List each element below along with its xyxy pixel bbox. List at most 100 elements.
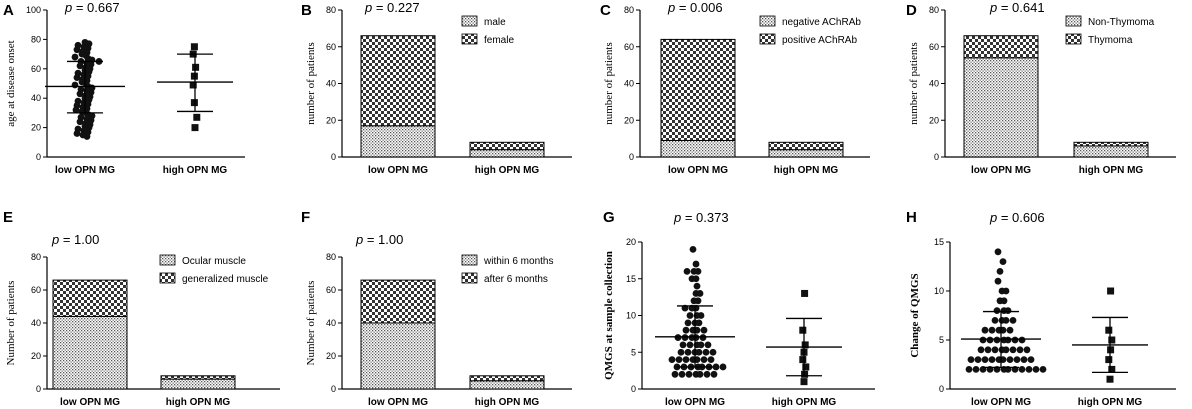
bar-generalized-muscle xyxy=(52,279,128,317)
data-point xyxy=(1006,356,1014,363)
bar-positive-achrab xyxy=(660,38,736,141)
data-point xyxy=(986,336,994,344)
legend-swatch xyxy=(759,15,776,27)
x-category-label: high OPN MG xyxy=(774,165,839,176)
y-tick-label: 0 xyxy=(331,384,336,394)
y-axis-label: age at disease onset xyxy=(5,40,17,126)
data-point xyxy=(679,341,687,349)
x-category-label: high OPN MG xyxy=(475,165,540,176)
y-tick-label: 10 xyxy=(934,286,944,296)
data-point xyxy=(1009,346,1017,354)
data-point xyxy=(696,370,704,378)
y-tick-label: 15 xyxy=(934,237,944,247)
y-axis-label: Number of patients xyxy=(5,281,17,366)
y-tick-label: 60 xyxy=(326,285,336,295)
y-tick-label: 5 xyxy=(631,347,636,357)
bar-ocular-muscle xyxy=(160,378,236,390)
y-tick-label: 0 xyxy=(934,152,939,162)
p-value-label: p = 0.006 xyxy=(667,0,723,15)
data-point xyxy=(977,346,985,354)
data-point xyxy=(76,62,84,70)
data-point xyxy=(686,341,694,349)
data-point xyxy=(1105,356,1113,364)
data-point xyxy=(189,81,197,89)
bar-ocular-muscle xyxy=(52,315,128,390)
y-tick-label: 0 xyxy=(629,152,634,162)
data-point xyxy=(988,326,996,334)
panel-letter: D xyxy=(906,2,917,19)
legend-swatch xyxy=(461,33,478,45)
p-symbol: p xyxy=(989,0,997,15)
p-symbol: p xyxy=(364,0,372,15)
p-value: = 0.373 xyxy=(681,210,728,225)
data-point xyxy=(996,268,1004,275)
data-point xyxy=(671,370,679,378)
data-point xyxy=(677,348,685,356)
y-tick-label: 80 xyxy=(929,5,939,15)
data-point xyxy=(693,282,701,290)
y-axis-label: Number of patients xyxy=(305,281,317,366)
p-value: = 0.667 xyxy=(72,0,119,15)
data-point xyxy=(700,356,708,363)
p-value: = 0.227 xyxy=(372,0,419,15)
panel-letter: C xyxy=(600,2,611,19)
y-tick-label: 100 xyxy=(26,5,41,15)
p-value: = 1.00 xyxy=(363,232,403,247)
data-point xyxy=(699,334,707,341)
x-category-label: low OPN MG xyxy=(368,165,428,176)
data-point xyxy=(692,275,700,283)
data-point xyxy=(1004,336,1012,344)
data-point xyxy=(678,370,686,378)
data-point xyxy=(981,326,989,334)
data-point xyxy=(1027,356,1035,363)
p-value-label: p = 0.606 xyxy=(989,210,1045,225)
y-tick-label: 80 xyxy=(624,5,634,15)
y-tick-label: 80 xyxy=(326,252,336,262)
data-point xyxy=(709,348,717,356)
y-tick-label: 60 xyxy=(929,42,939,52)
y-tick-label: 40 xyxy=(624,79,634,89)
data-point xyxy=(704,341,712,349)
y-tick-label: 0 xyxy=(36,152,41,162)
bar-negative-achrab xyxy=(660,139,736,158)
p-symbol: p xyxy=(989,210,997,225)
y-tick-label: 20 xyxy=(31,351,41,361)
x-category-label: low OPN MG xyxy=(368,397,428,408)
y-tick-label: 10 xyxy=(626,311,636,321)
legend-label: Thymoma xyxy=(1088,35,1133,46)
data-point xyxy=(1025,366,1033,373)
y-tick-label: 20 xyxy=(624,115,634,125)
data-point xyxy=(697,341,705,349)
p-value: = 0.606 xyxy=(997,210,1044,225)
y-tick-label: 40 xyxy=(326,318,336,328)
y-tick-label: 5 xyxy=(939,335,944,345)
panel-letter: A xyxy=(3,2,14,19)
data-point xyxy=(694,297,702,305)
p-symbol: p xyxy=(667,0,675,15)
p-value: = 0.641 xyxy=(997,0,1044,15)
p-value-label: p = 0.373 xyxy=(673,210,729,225)
bar-negative-achrab xyxy=(768,149,844,158)
data-point xyxy=(686,312,694,319)
legend-swatch xyxy=(759,33,776,45)
y-axis-label: number of patients xyxy=(305,42,317,124)
data-point xyxy=(73,46,81,54)
y-tick-label: 0 xyxy=(36,384,41,394)
data-point xyxy=(972,366,980,373)
y-tick-label: 80 xyxy=(326,5,336,15)
y-tick-label: 60 xyxy=(624,42,634,52)
data-point xyxy=(73,130,81,137)
legend-swatch xyxy=(461,15,478,27)
y-tick-label: 80 xyxy=(31,252,41,262)
p-value-label: p = 0.227 xyxy=(364,0,420,15)
data-point xyxy=(979,336,987,344)
legend-label: male xyxy=(484,17,506,28)
data-point xyxy=(801,289,809,297)
y-tick-label: 0 xyxy=(631,384,636,394)
data-point xyxy=(695,319,703,327)
data-point xyxy=(710,370,718,378)
data-point xyxy=(684,348,692,356)
